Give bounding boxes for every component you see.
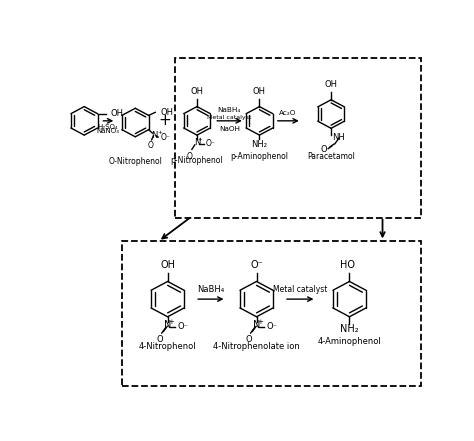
Text: O: O <box>187 152 192 161</box>
Text: HO: HO <box>340 260 355 269</box>
Text: O⁻: O⁻ <box>177 322 188 332</box>
Text: Ac₂O: Ac₂O <box>279 110 297 116</box>
Text: N: N <box>151 131 158 140</box>
Text: H₂SO₄: H₂SO₄ <box>98 123 118 130</box>
Text: OH: OH <box>111 109 124 118</box>
Text: p-Nitrophenol: p-Nitrophenol <box>171 156 223 165</box>
Text: NH₂: NH₂ <box>340 324 359 334</box>
Text: N: N <box>194 138 200 147</box>
Text: O⁻: O⁻ <box>160 133 170 142</box>
Text: NaNO₃: NaNO₃ <box>97 128 119 135</box>
Text: O: O <box>320 145 327 154</box>
Text: NH₂: NH₂ <box>251 140 267 149</box>
Text: OH: OH <box>160 260 175 269</box>
Text: O⁻: O⁻ <box>250 260 263 269</box>
Text: NaBH₄: NaBH₄ <box>218 107 241 113</box>
Text: Metal catalyst: Metal catalyst <box>207 115 252 120</box>
Text: NaOH: NaOH <box>219 126 240 131</box>
Text: Metal catalyst: Metal catalyst <box>273 285 328 294</box>
Text: 4-Nitrophenolate ion: 4-Nitrophenolate ion <box>213 342 300 351</box>
Text: OH: OH <box>253 87 266 96</box>
Text: 4-Nitrophenol: 4-Nitrophenol <box>139 342 196 351</box>
Text: p-Aminophenol: p-Aminophenol <box>230 152 289 161</box>
Text: NaBH₄: NaBH₄ <box>197 285 224 294</box>
Bar <box>122 241 421 386</box>
Text: O: O <box>245 336 252 344</box>
Text: N: N <box>164 320 171 330</box>
Text: OH: OH <box>160 108 173 117</box>
Text: O: O <box>156 336 163 344</box>
Bar <box>175 58 421 217</box>
Text: N: N <box>253 320 260 330</box>
Text: NH: NH <box>333 133 345 142</box>
Text: Paracetamol: Paracetamol <box>307 152 355 161</box>
Text: OH: OH <box>191 87 203 96</box>
Text: +: + <box>158 113 171 128</box>
Text: O: O <box>147 141 154 149</box>
Text: +: + <box>198 137 202 142</box>
Text: O⁻: O⁻ <box>266 322 277 332</box>
Text: +: + <box>257 319 263 325</box>
Text: 4-Aminophenol: 4-Aminophenol <box>318 337 381 346</box>
Text: OH: OH <box>325 80 337 89</box>
Text: +: + <box>168 319 174 325</box>
Text: O⁻: O⁻ <box>206 139 216 148</box>
Text: +: + <box>157 130 162 135</box>
Text: O-Nitrophenol: O-Nitrophenol <box>109 157 162 166</box>
